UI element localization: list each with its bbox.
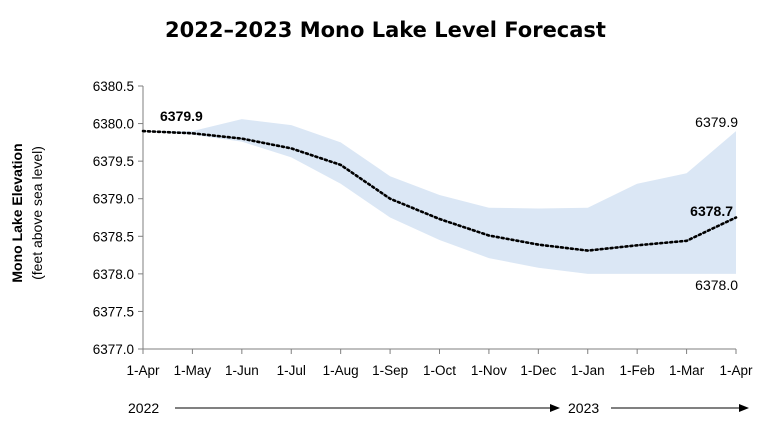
forecast-range-band bbox=[143, 119, 736, 274]
y-tick-label: 6379.0 bbox=[93, 192, 134, 207]
end-forecast-value-label: 6378.7 bbox=[690, 203, 733, 219]
y-tick-label: 6377.5 bbox=[93, 304, 134, 319]
chart-title: 2022–2023 Mono Lake Level Forecast bbox=[165, 18, 606, 42]
end-lower-value-label: 6378.0 bbox=[695, 277, 738, 293]
x-tick-label: 1-Apr bbox=[126, 363, 160, 378]
y-tick-label: 6380.0 bbox=[93, 117, 134, 132]
year-2022-label: 2022 bbox=[128, 400, 159, 416]
year-2022-arrow-head bbox=[550, 404, 560, 412]
x-tick-label: 1-Jan bbox=[571, 363, 605, 378]
start-value-label: 6379.9 bbox=[160, 108, 203, 124]
x-tick-label: 1-Aug bbox=[323, 363, 359, 378]
year-2023-arrow-head bbox=[739, 404, 749, 412]
x-tick-label: 1-Jun bbox=[225, 363, 259, 378]
y-axis-title: Mono Lake Elevation bbox=[9, 143, 25, 282]
end-upper-value-label: 6379.9 bbox=[695, 114, 738, 130]
x-tick-label: 1-Sep bbox=[372, 363, 408, 378]
forecast-range-band-layer bbox=[143, 119, 736, 274]
label-layer: Mono Lake Elevation (feet above sea level… bbox=[9, 108, 749, 416]
forecast-line-layer bbox=[141, 129, 738, 252]
x-tick-label: 1-Nov bbox=[471, 363, 507, 378]
x-tick-label: 1-May bbox=[174, 363, 212, 378]
x-tick-label: 1-Apr bbox=[719, 363, 753, 378]
x-tick-label: 1-Oct bbox=[423, 363, 456, 378]
year-2023-label: 2023 bbox=[568, 400, 599, 416]
x-tick-label: 1-Jul bbox=[277, 363, 306, 378]
x-tick-label: 1-Feb bbox=[620, 363, 655, 378]
y-axis-subtitle: (feet above sea level) bbox=[29, 146, 45, 280]
y-tick-label: 6378.0 bbox=[93, 267, 134, 282]
y-tick-label: 6377.0 bbox=[93, 342, 134, 357]
forecast-line bbox=[141, 129, 738, 252]
x-tick-label: 1-Dec bbox=[520, 363, 556, 378]
y-tick-label: 6380.5 bbox=[93, 79, 134, 94]
x-tick-label: 1-Mar bbox=[669, 363, 705, 378]
axis-layer: 6377.0 6377.5 6378.0 6378.5 6379.0 6379.5 6380… bbox=[93, 79, 753, 378]
y-tick-label: 6378.5 bbox=[93, 229, 134, 244]
y-tick-label: 6379.5 bbox=[93, 154, 134, 169]
